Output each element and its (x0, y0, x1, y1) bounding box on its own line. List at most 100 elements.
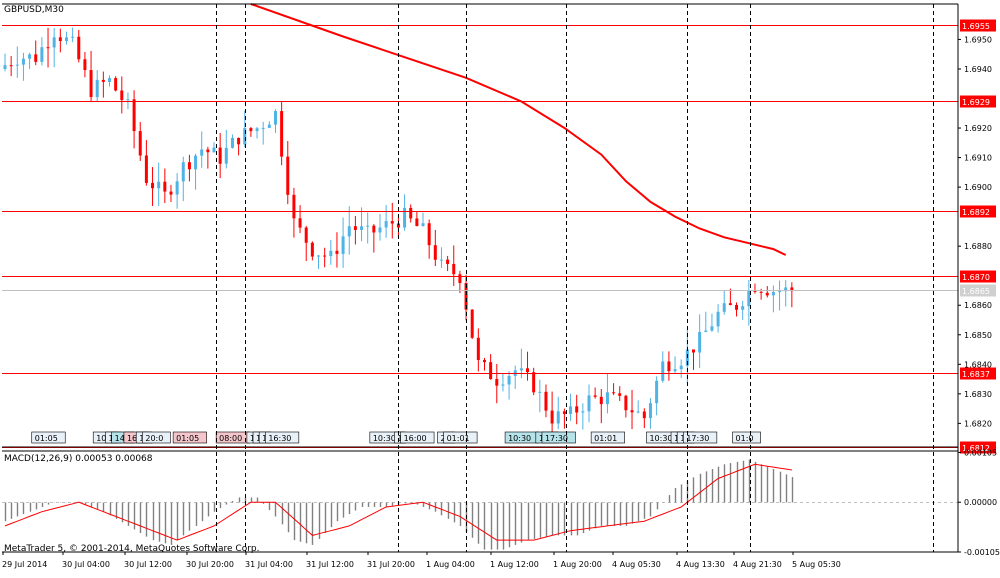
candle-body (46, 47, 50, 49)
candle-body (40, 47, 44, 62)
candle-body (360, 226, 364, 230)
time-tick-label: 31 Jul 20:00 (367, 560, 415, 569)
candle-body (648, 403, 652, 419)
level-price-label: 1.6929 (962, 98, 990, 107)
candle-body (593, 395, 597, 397)
level-price-label: 1.6812 (962, 444, 990, 453)
candle-body (605, 392, 609, 405)
event-marker-label: 10:3 (96, 434, 114, 443)
candle-body (77, 36, 81, 60)
event-marker-label: 16:00 (404, 434, 427, 443)
candle-body (790, 287, 794, 292)
current-price-tag (960, 284, 996, 297)
candle-body (624, 395, 628, 411)
candle-body (679, 365, 683, 370)
candle-body (581, 411, 585, 413)
macd-signal-line (4, 463, 792, 541)
time-tick-label: 30 Jul 04:00 (62, 560, 110, 569)
candle-body (304, 227, 308, 243)
candle-body (470, 309, 474, 338)
event-marker (443, 431, 478, 444)
candle-body (532, 372, 536, 393)
candle-body (15, 64, 19, 66)
candle-body (126, 99, 130, 101)
price-tick-label: 1.6950 (964, 35, 992, 44)
moving-average-line (250, 3, 787, 256)
candle-body (21, 58, 25, 65)
candle-body (95, 79, 99, 98)
candle-body (384, 221, 388, 228)
candle-body (335, 250, 339, 254)
time-tick-label: 5 Aug 05:30 (792, 560, 841, 569)
event-marker-label: 08:00 (219, 434, 242, 443)
candle-body (722, 303, 726, 312)
candle-body (544, 391, 548, 411)
candle-body (194, 155, 198, 170)
time-tick-label: 4 Aug 21:30 (733, 560, 782, 569)
copyright-label: MetaTrader 5, © 2001-2014, MetaQuotes So… (4, 544, 260, 554)
event-marker-label: 01:05 (35, 434, 58, 443)
candle-body (427, 223, 431, 246)
candle-body (224, 147, 228, 164)
candle-body (243, 128, 247, 145)
candle-body (710, 326, 714, 331)
candle-body (71, 36, 75, 38)
level-price-label: 1.6892 (962, 208, 990, 217)
candle-body (83, 59, 87, 71)
macd-tick-label: -0.00105 (964, 548, 1000, 557)
candle-body (323, 255, 327, 257)
level-price-label: 1.6870 (962, 273, 990, 282)
candle-body (452, 263, 456, 275)
price-tick-label: 1.6850 (964, 331, 992, 340)
candle-body (181, 162, 185, 182)
price-tick-label: 1.6820 (964, 419, 992, 428)
candle-body (255, 128, 259, 132)
candle-body (562, 411, 566, 414)
candle-body (230, 137, 234, 148)
candle-body (599, 396, 603, 405)
symbol-label: GBPUSD,M30 (4, 5, 64, 15)
price-tick-label: 1.6900 (964, 183, 992, 192)
candle-body (175, 181, 179, 195)
time-tick-label: 29 Jul 2014 (2, 560, 47, 569)
candle-body (329, 250, 333, 257)
event-marker-label: 16:30 (268, 434, 291, 443)
candle-body (618, 393, 622, 396)
candle-body (495, 379, 499, 386)
candle-body (630, 410, 634, 413)
macd-pane[interactable] (2, 459, 958, 550)
candle-body (556, 411, 560, 424)
candle-body (667, 361, 671, 372)
candle-body (249, 128, 253, 132)
candle-body (636, 411, 640, 413)
candle-body (569, 406, 573, 414)
candle-body (28, 54, 32, 59)
price-tick-label: 1.6920 (964, 124, 992, 133)
candle-body (519, 368, 523, 371)
candle-body (341, 236, 345, 254)
candle-body (575, 406, 579, 413)
candle-body (261, 127, 265, 129)
candle-body (728, 303, 732, 305)
candle-body (58, 37, 62, 42)
chart-axes: 1.6955 1.6929 1.6892 1.6870 1.6837 1.6812 1.68… (2, 3, 1000, 569)
event-marker-label: 1 (397, 434, 402, 443)
event-marker-label: 01:01 (447, 434, 470, 443)
candle-body (267, 124, 271, 128)
event-marker-label: 01:01 (594, 434, 617, 443)
candle-body (439, 259, 443, 261)
candle-body (655, 380, 659, 404)
candle-body (310, 242, 314, 257)
time-tick-label: 30 Jul 20:00 (186, 560, 234, 569)
event-marker-label: 17:30 (545, 434, 568, 443)
candle-body (489, 362, 493, 380)
candle-body (501, 384, 505, 386)
candle-body (433, 245, 437, 260)
candle-body (132, 99, 136, 132)
candle-body (138, 131, 142, 156)
time-tick-label: 1 Aug 04:00 (426, 560, 475, 569)
event-marker (172, 431, 207, 444)
